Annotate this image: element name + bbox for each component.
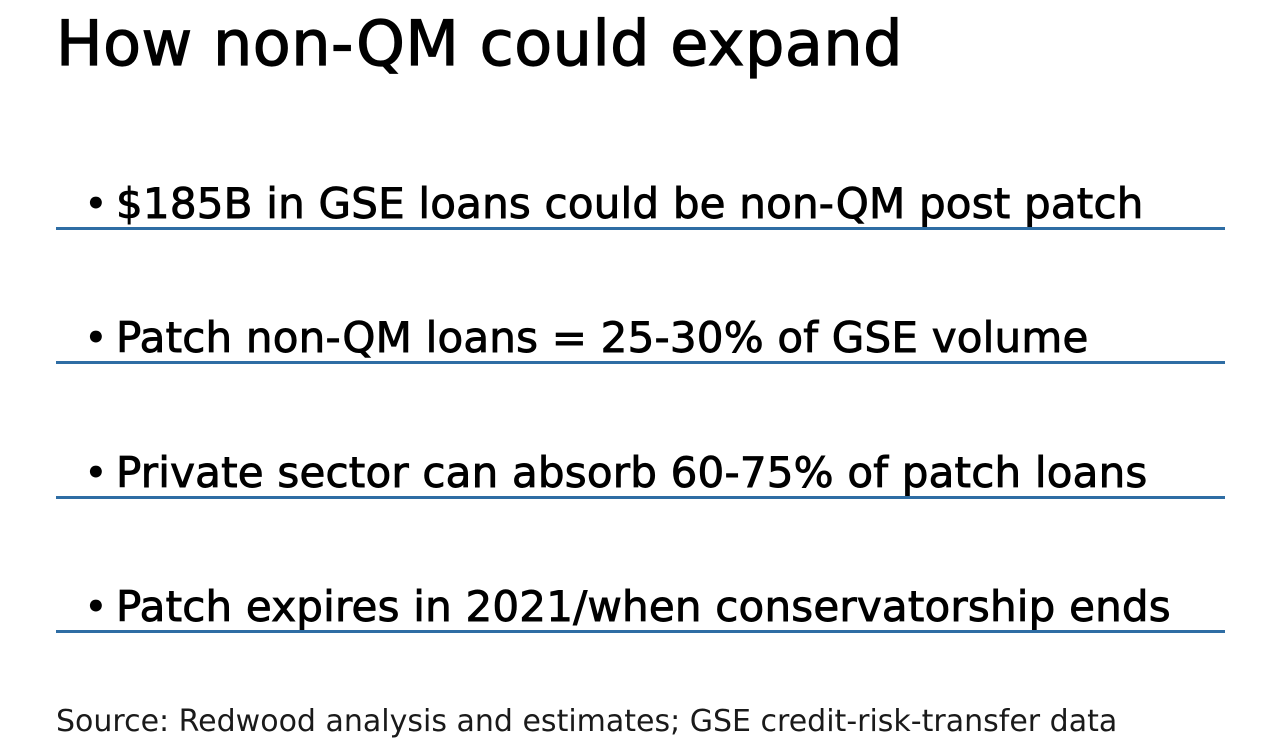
bullet-dot-icon: • bbox=[85, 453, 107, 493]
source-note: Source: Redwood analysis and estimates; … bbox=[56, 704, 1118, 739]
slide-title: How non-QM could expand bbox=[55, 6, 903, 80]
bullet-item: • Private sector can absorb 60-75% of pa… bbox=[56, 431, 1225, 499]
bullet-list: • $185B in GSE loans could be non-QM pos… bbox=[56, 162, 1225, 633]
bullet-dot-icon: • bbox=[85, 318, 107, 358]
bullet-text: Private sector can absorb 60-75% of patc… bbox=[116, 448, 1148, 497]
bullet-text: Patch expires in 2021/when conservatorsh… bbox=[116, 582, 1172, 631]
bullet-item: • Patch non-QM loans = 25-30% of GSE vol… bbox=[56, 296, 1225, 364]
bullet-text: Patch non-QM loans = 25-30% of GSE volum… bbox=[116, 313, 1089, 362]
bullet-text: $185B in GSE loans could be non-QM post … bbox=[116, 179, 1144, 228]
bullet-item: • Patch expires in 2021/when conservator… bbox=[56, 565, 1225, 633]
bullet-dot-icon: • bbox=[85, 587, 107, 627]
bullet-dot-icon: • bbox=[85, 184, 107, 224]
bullet-item: • $185B in GSE loans could be non-QM pos… bbox=[56, 162, 1225, 230]
